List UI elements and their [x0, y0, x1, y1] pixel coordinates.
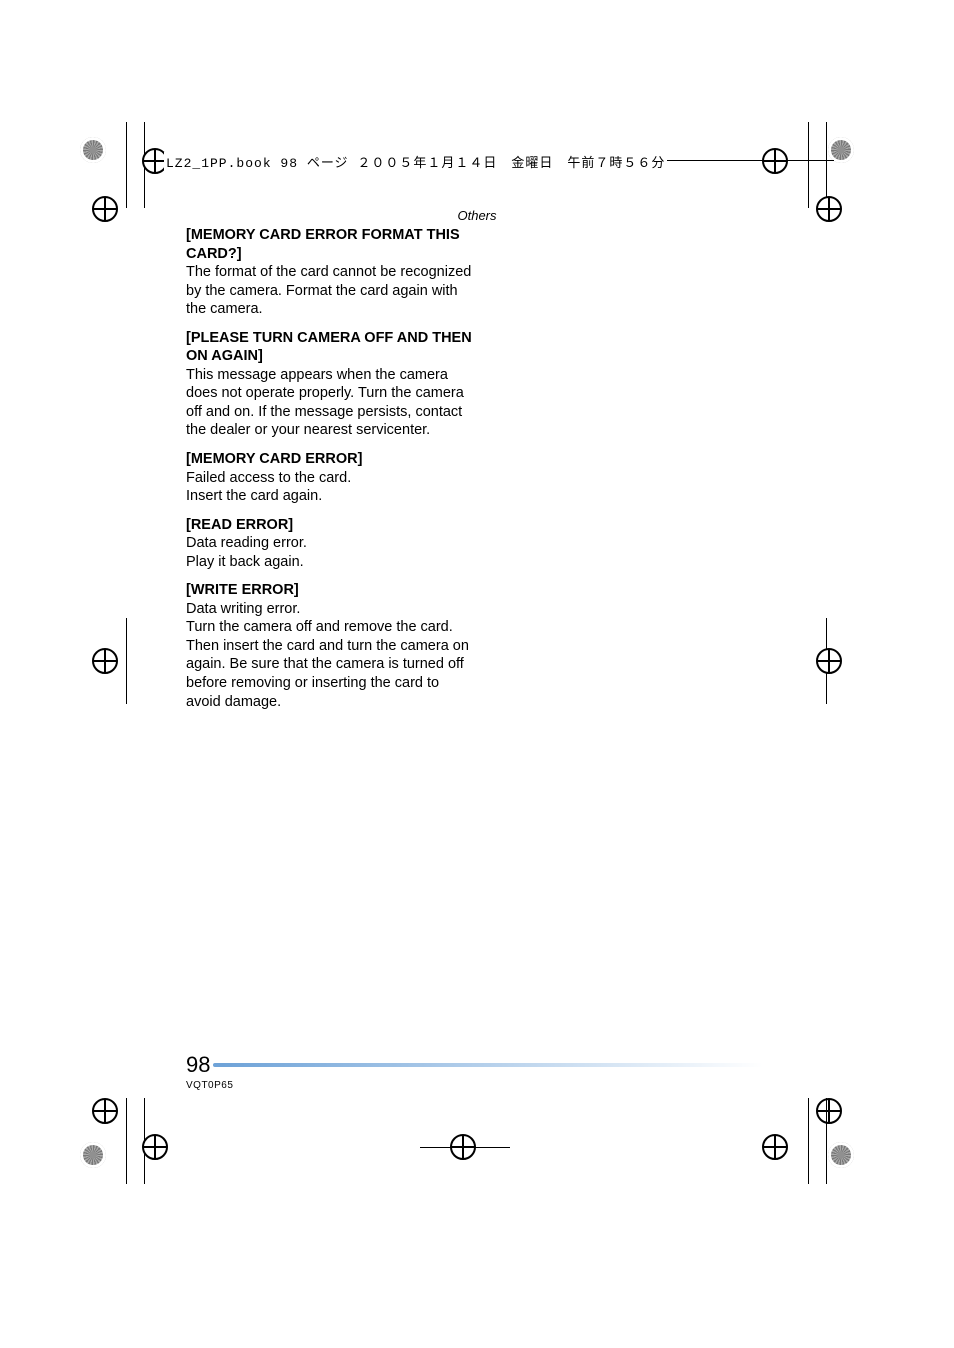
- crop-line: [808, 122, 809, 208]
- crop-line: [126, 122, 127, 208]
- message-heading: [PLEASE TURN CAMERA OFF AND THEN ON AGAI…: [186, 329, 476, 366]
- message-body: Data writing error. Turn the camera off …: [186, 600, 476, 711]
- registration-mark-icon: [92, 648, 118, 674]
- crop-corner-icon: [828, 1142, 854, 1168]
- registration-mark-icon: [92, 1098, 118, 1124]
- crop-line: [826, 1098, 827, 1184]
- page-footer: 98 VQT0P65: [186, 1052, 763, 1091]
- message-heading: [MEMORY CARD ERROR FORMAT THIS CARD?]: [186, 226, 476, 263]
- crop-line: [808, 1098, 809, 1184]
- message-heading: [MEMORY CARD ERROR]: [186, 450, 476, 469]
- message-body: This message appears when the camera doe…: [186, 366, 476, 440]
- registration-mark-icon: [816, 1098, 842, 1124]
- registration-mark-icon: [762, 148, 788, 174]
- registration-mark-icon: [762, 1134, 788, 1160]
- registration-mark-icon: [816, 648, 842, 674]
- message-body: Data reading error. Play it back again.: [186, 534, 476, 571]
- section-title: Others: [0, 208, 954, 223]
- message-block: [WRITE ERROR] Data writing error. Turn t…: [186, 581, 476, 711]
- doc-code: VQT0P65: [186, 1080, 763, 1091]
- message-block: [MEMORY CARD ERROR FORMAT THIS CARD?] Th…: [186, 226, 476, 319]
- message-block: [PLEASE TURN CAMERA OFF AND THEN ON AGAI…: [186, 329, 476, 440]
- message-heading: [READ ERROR]: [186, 516, 476, 535]
- crop-line: [126, 618, 127, 704]
- message-block: [READ ERROR] Data reading error. Play it…: [186, 516, 476, 572]
- page-number: 98: [186, 1052, 210, 1078]
- crop-corner-icon: [80, 137, 106, 163]
- message-heading: [WRITE ERROR]: [186, 581, 476, 600]
- header-meta: LZ2_1PP.book 98 ページ ２００５年１月１４日 金曜日 午前７時５…: [164, 152, 667, 171]
- message-block: [MEMORY CARD ERROR] Failed access to the…: [186, 450, 476, 506]
- message-body: The format of the card cannot be recogni…: [186, 263, 476, 319]
- message-body: Failed access to the card. Insert the ca…: [186, 469, 476, 506]
- crop-line: [420, 1147, 510, 1148]
- crop-corner-icon: [80, 1142, 106, 1168]
- footer-bar: [223, 1063, 763, 1067]
- crop-line: [126, 1098, 127, 1184]
- registration-mark-icon: [142, 1134, 168, 1160]
- content-column: [MEMORY CARD ERROR FORMAT THIS CARD?] Th…: [186, 226, 476, 721]
